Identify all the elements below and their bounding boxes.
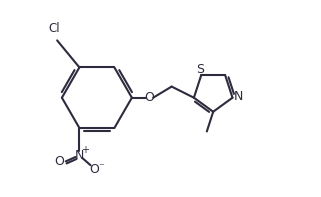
Text: O: O [144,91,154,104]
Text: O: O [55,155,64,168]
Text: S: S [196,63,204,76]
Text: +: + [81,145,89,155]
Text: N: N [75,149,84,162]
Text: Cl: Cl [49,22,60,35]
Text: ⁻: ⁻ [99,162,105,172]
Text: N: N [234,90,244,103]
Text: O: O [90,164,100,177]
